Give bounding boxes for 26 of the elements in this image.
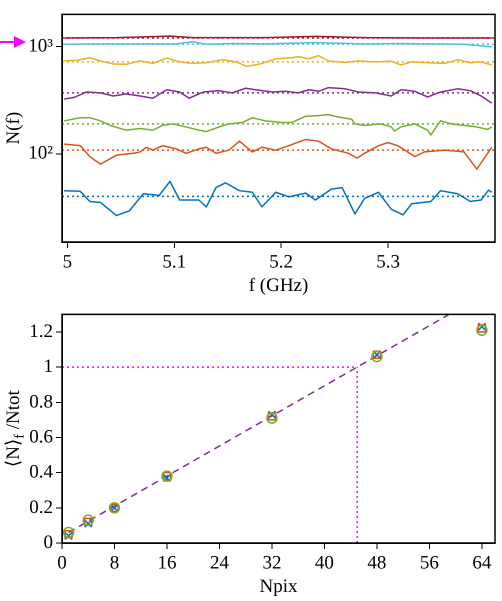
y-tick-label: 0.8: [29, 391, 53, 412]
y-axis-title: ⟨N⟩f /Ntot: [2, 389, 28, 468]
x-tick-label: 5.3: [376, 251, 400, 272]
y-tick-label: 10²: [28, 142, 54, 164]
x-tick-label: 8: [110, 552, 120, 574]
y-tick-label: 0: [44, 532, 53, 553]
x-axis-title: Npix: [260, 576, 298, 597]
x-tick-label: 5.1: [162, 251, 186, 272]
x-tick-label: 5: [62, 251, 72, 272]
y-axis-title: N(f): [2, 112, 24, 145]
y-tick-label: 0.6: [29, 426, 53, 448]
x-axis-title: f (GHz): [248, 274, 308, 296]
x-tick-label: 24: [210, 552, 230, 574]
x-tick-label: 5.2: [269, 251, 294, 272]
x-tick-label: 40: [314, 552, 334, 574]
y-tick-label: 1: [44, 356, 53, 378]
x-tick-label: 32: [262, 552, 282, 574]
x-tick-label: 16: [157, 552, 176, 574]
y-tick-label: 0.2: [29, 496, 53, 518]
x-tick-label: 48: [367, 552, 386, 574]
y-tick-label: 1.2: [29, 320, 53, 342]
x-tick-label: 56: [420, 552, 439, 574]
x-tick-label: 64: [472, 552, 492, 574]
x-tick-label: 0: [57, 552, 67, 574]
y-tick-label: 0.4: [29, 462, 54, 483]
y-tick-label: 10³: [28, 36, 54, 57]
